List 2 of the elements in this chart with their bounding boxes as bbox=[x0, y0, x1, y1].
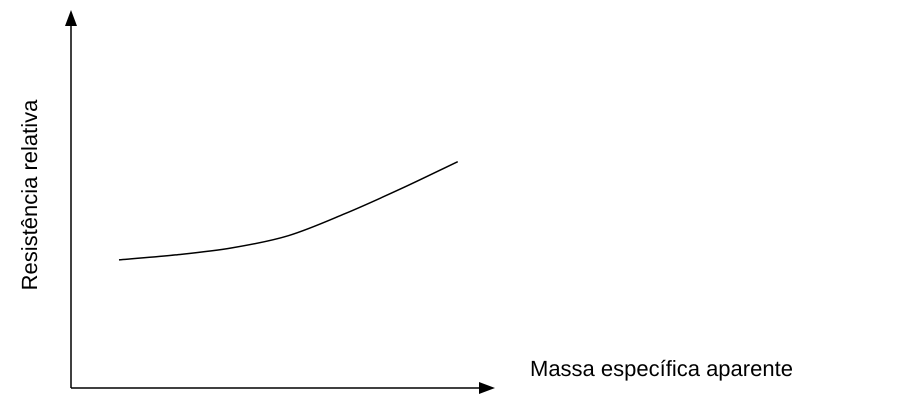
y-axis-title: Resistência relativa bbox=[17, 100, 43, 290]
x-axis-title: Massa específica aparente bbox=[530, 356, 793, 382]
